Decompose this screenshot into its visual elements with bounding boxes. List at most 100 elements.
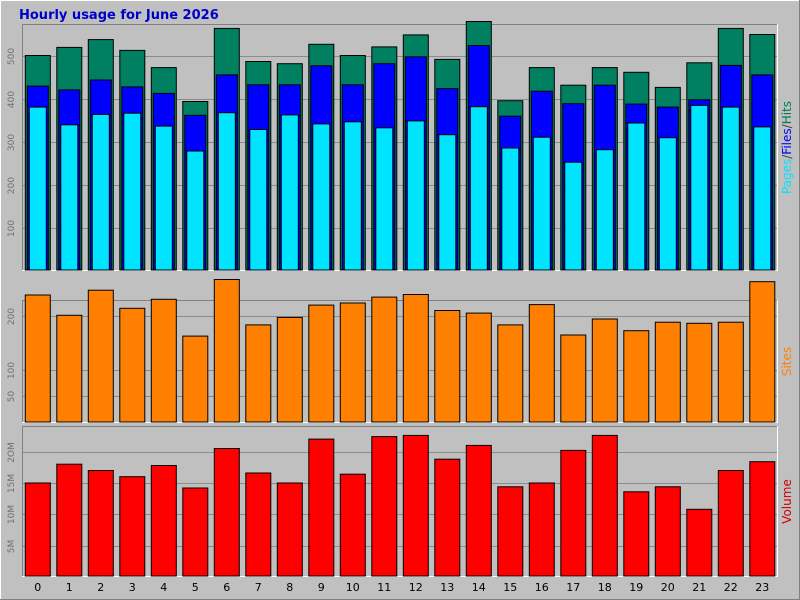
bar-sites-hour-13 [434,310,461,423]
series-sites [24,279,776,423]
side-label-part: Volume [780,479,794,524]
bar-volume-hour-11 [371,436,398,577]
y-tick-label: 500 [7,48,17,65]
panel-volume: 5M 10M 15M 2OM Volume [7,426,794,577]
bar-pages-hour-14 [469,106,488,271]
bar-sites-hour-12 [402,294,429,423]
bar-sites-hour-3 [119,307,146,423]
side-label-part: / [780,123,794,128]
bar-pages-hour-22 [721,106,740,271]
bar-pages-hour-8 [280,114,299,271]
x-tick-label: 16 [535,581,549,594]
x-tick-label: 19 [629,581,643,594]
bar-volume-hour-18 [591,434,618,577]
y-tick-label: 200 [7,308,17,325]
x-tick-label: 14 [472,581,486,594]
bar-sites-hour-15 [497,324,524,423]
side-label-volume: Volume [780,479,794,524]
bar-sites-hour-22 [717,321,744,423]
x-tick-label: 1 [66,581,73,594]
bar-volume-hour-10 [339,473,366,577]
y-tick-label: 300 [7,134,17,151]
y-tick-label: 100 [7,220,17,237]
bar-pages-hour-9 [312,123,331,271]
x-axis: 0 1 2 3 4 5 6 7 8 9 10 11 12 13 14 15 16 17 18 19 20 21 22 23 [34,581,769,594]
x-tick-label: 6 [223,581,230,594]
x-tick-label: 11 [377,581,391,594]
y-tick-label: 15M [7,474,17,493]
bar-sites-hour-7 [245,324,272,423]
x-tick-label: 15 [503,581,517,594]
x-tick-label: 17 [566,581,580,594]
bar-pages-hour-23 [753,126,772,271]
bar-pages-hour-12 [406,120,425,271]
x-tick-label: 22 [724,581,738,594]
x-tick-label: 21 [692,581,706,594]
bar-volume-hour-21 [686,508,713,577]
bar-sites-hour-17 [560,334,587,423]
bar-volume-hour-13 [434,458,461,577]
x-tick-label: 9 [318,581,325,594]
y-tick-label: 50 [7,391,17,403]
bar-pages-hour-18 [595,149,614,271]
bar-pages-hour-15 [501,147,520,271]
y-tick-label: 200 [7,177,17,194]
bar-pages-hour-4 [154,125,173,271]
bar-volume-hour-12 [402,434,429,577]
bar-sites-hour-4 [150,298,177,423]
panel-background [22,300,778,423]
bar-sites-hour-2 [87,289,114,423]
x-tick-label: 13 [440,581,454,594]
bar-sites-hour-9 [308,304,335,423]
side-label-part: Files [780,128,794,154]
side-label-part: Pages [780,159,794,194]
bar-pages-hour-13 [438,134,457,271]
y-tick-label: 10M [7,505,17,524]
x-tick-label: 18 [598,581,612,594]
bar-sites-hour-16 [528,304,555,423]
bar-sites-hour-0 [24,294,51,423]
side-label-part: Sites [780,347,794,376]
bar-pages-hour-2 [91,113,110,271]
bar-volume-hour-0 [24,482,51,577]
side-label-sites: Sites [780,347,794,376]
bar-volume-hour-5 [182,487,209,577]
bar-pages-hour-20 [658,137,677,271]
bar-sites-hour-23 [749,281,776,423]
bar-volume-hour-3 [119,476,146,577]
side-label-traffic: Pages/Files/Hits [780,101,794,194]
bar-volume-hour-2 [87,470,114,577]
bar-volume-hour-4 [150,465,177,577]
bar-pages-hour-7 [249,129,268,271]
bar-sites-hour-11 [371,296,398,423]
bar-sites-hour-1 [56,314,83,423]
bar-pages-hour-6 [217,112,236,271]
bar-sites-hour-5 [182,335,209,423]
bar-sites-hour-8 [276,316,303,423]
bar-sites-hour-14 [465,312,492,423]
bar-volume-hour-6 [213,448,240,577]
bar-volume-hour-15 [497,486,524,577]
bar-sites-hour-6 [213,279,240,423]
bar-sites-hour-20 [654,321,681,423]
bar-sites-hour-21 [686,322,713,423]
series-volume [24,434,776,577]
x-tick-label: 12 [409,581,423,594]
bar-sites-hour-18 [591,318,618,423]
bar-pages-hour-10 [343,121,362,271]
y-tick-label: 2OM [7,442,17,463]
side-label-part: Hits [780,101,794,124]
bar-volume-hour-22 [717,470,744,577]
bar-volume-hour-17 [560,449,587,577]
bar-pages-hour-5 [186,150,205,271]
x-tick-label: 5 [192,581,199,594]
bar-volume-hour-23 [749,461,776,577]
bar-volume-hour-9 [308,438,335,577]
x-tick-label: 0 [34,581,41,594]
panel-background [22,426,778,577]
x-tick-label: 20 [661,581,675,594]
bar-volume-hour-20 [654,486,681,577]
x-tick-label: 23 [755,581,769,594]
